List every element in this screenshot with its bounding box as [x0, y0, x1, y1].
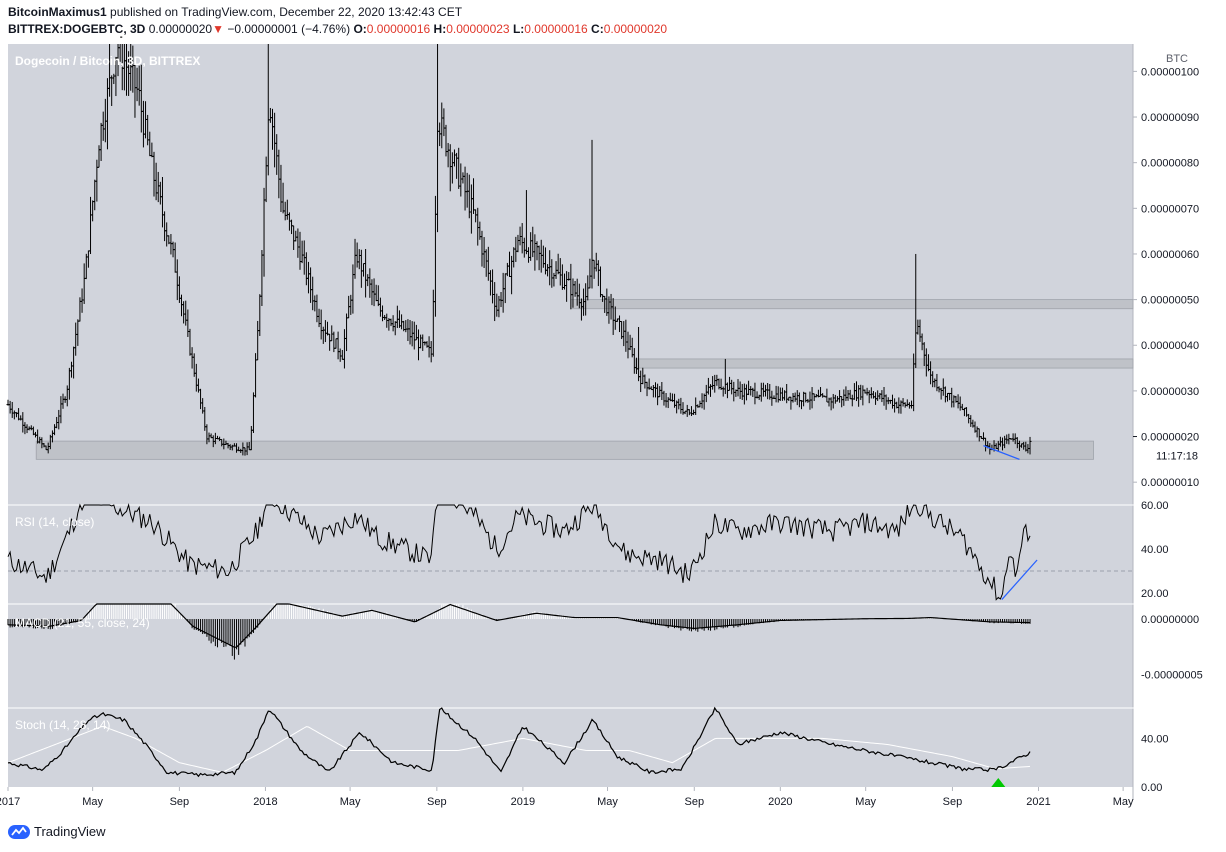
- price-tick-label: 0.00000030: [1141, 386, 1199, 398]
- support-zone-2: [570, 299, 1134, 310]
- time-tick-label: May: [1113, 796, 1134, 808]
- price-tick-label: 0.00000090: [1141, 112, 1199, 124]
- close-value: 0.00000020: [603, 22, 668, 36]
- brand-name[interactable]: TradingView: [34, 824, 106, 839]
- chart-title: Dogecoin / Bitcoin, 3D, BITTREX: [15, 54, 200, 68]
- price-tick-label: 0.00000040: [1141, 340, 1199, 352]
- price-change: −0.00000001 (−4.76%): [227, 22, 351, 36]
- price-axis-bg: [1133, 44, 1226, 787]
- tradingview-logo-icon: [8, 824, 30, 839]
- symbol-quote-line: BITTREX:DOGEBTC, 3D 0.00000020▼ −0.00000…: [8, 22, 667, 36]
- time-tick-label: 2021: [1026, 796, 1050, 808]
- price-tick-label: 0.00000100: [1141, 66, 1199, 78]
- bar-countdown: 11:17:18: [1156, 451, 1198, 463]
- macd-histogram: [7, 604, 1031, 660]
- stoch-tick-label: 0.00: [1141, 782, 1162, 794]
- rsi-tick-label: 40.00: [1141, 544, 1169, 556]
- rsi-line: [7, 503, 1031, 601]
- price-tick-label: 0.00000060: [1141, 249, 1199, 261]
- price-bars: [6, 36, 1032, 456]
- price-trendline: [983, 445, 1020, 460]
- low-label: L:: [512, 22, 525, 36]
- time-tick-label: 2017: [0, 796, 20, 808]
- time-tick-label: May: [82, 796, 103, 808]
- macd-pane-bg: [8, 604, 1133, 708]
- price-tick-label: 0.00000070: [1141, 203, 1199, 215]
- high-value: 0.00000023: [446, 22, 510, 36]
- footer: TradingView: [8, 824, 106, 839]
- open-value: 0.00000016: [366, 22, 431, 36]
- symbol-label: BITTREX:DOGEBTC, 3D: [8, 22, 146, 36]
- time-tick-label: Sep: [170, 796, 190, 808]
- time-tick-label: 2020: [768, 796, 792, 808]
- buy-signal-icon: [991, 778, 1006, 787]
- down-arrow-icon: ▼: [212, 22, 224, 36]
- time-tick-label: Sep: [943, 796, 963, 808]
- stoch-tick-label: 40.00: [1141, 733, 1169, 745]
- support-zone-3: [635, 358, 1134, 369]
- time-tick-label: May: [597, 796, 618, 808]
- price-axis-unit: BTC: [1166, 53, 1188, 65]
- macd-title: MACD (21, 55, close, 24): [15, 616, 150, 630]
- rsi-trendline: [1001, 559, 1038, 601]
- macd-tick-label: -0.00000005: [1141, 670, 1203, 682]
- price-tick-label: 0.00000050: [1141, 295, 1199, 307]
- last-price-box: [1137, 427, 1223, 446]
- countdown-box: [1150, 446, 1208, 465]
- time-tick-label: Sep: [427, 796, 447, 808]
- publish-text: published on TradingView.com, December 2…: [110, 5, 463, 19]
- last-price-label: 0.00000020: [1141, 432, 1199, 444]
- publish-info: BitcoinMaximus1 published on TradingView…: [8, 5, 462, 19]
- macd-line: [7, 603, 1031, 648]
- last-price: 0.00000020: [148, 22, 213, 36]
- price-tick-label: 0.00000080: [1141, 158, 1199, 170]
- rsi-pane-bg: [8, 505, 1133, 604]
- macd-tick-label: 0.00000000: [1141, 614, 1199, 626]
- stoch-d-line: [7, 725, 1031, 773]
- open-label: O:: [353, 22, 367, 36]
- time-tick-label: May: [340, 796, 361, 808]
- rsi-tick-label: 20.00: [1141, 588, 1169, 600]
- support-zone-1: [35, 440, 1094, 460]
- rsi-title: RSI (14, close): [15, 515, 94, 529]
- close-label: C:: [591, 22, 604, 36]
- price-tick-label: 0.00000010: [1141, 477, 1199, 489]
- author-name[interactable]: BitcoinMaximus1: [8, 5, 107, 19]
- time-tick-label: Sep: [684, 796, 704, 808]
- stoch-title: Stoch (14, 28, 14): [15, 718, 110, 732]
- time-tick-label: 2018: [253, 796, 277, 808]
- high-label: H:: [433, 22, 447, 36]
- rsi-tick-label: 60.00: [1141, 500, 1169, 512]
- time-tick-label: 2019: [511, 796, 535, 808]
- stoch-k-line: [7, 706, 1031, 778]
- low-value: 0.00000016: [524, 22, 588, 36]
- time-tick-label: May: [855, 796, 876, 808]
